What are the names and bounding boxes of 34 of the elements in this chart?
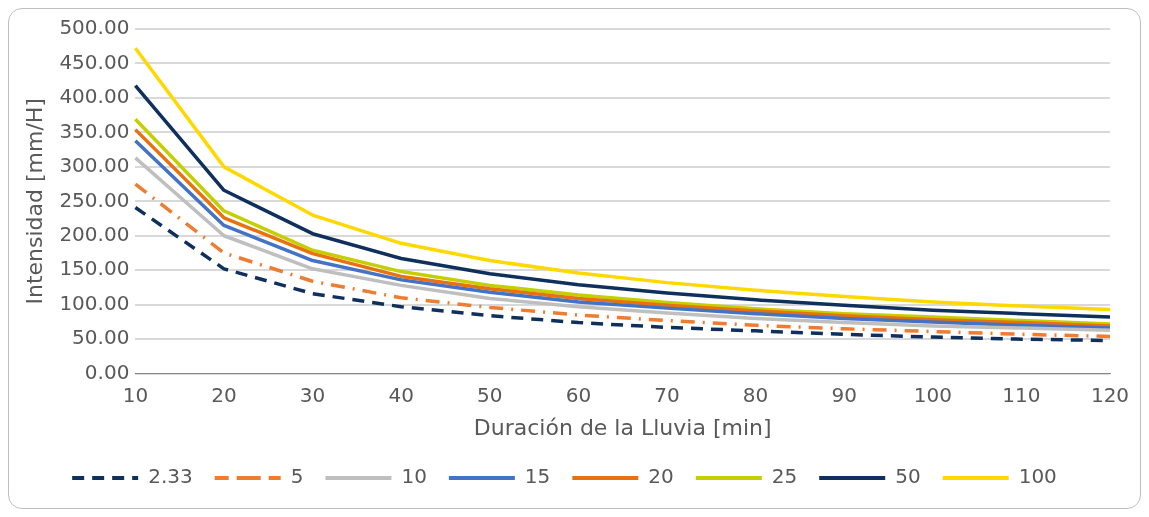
x-tick-label: 20 (211, 382, 237, 407)
legend-label: 25 (771, 464, 798, 489)
legend-label: 2.33 (148, 464, 193, 489)
x-axis-title: Duración de la Lluvia [min] (473, 414, 772, 440)
y-tick-label: 300.00 (59, 153, 130, 178)
legend-label: 15 (524, 464, 551, 489)
y-tick-label: 100.00 (59, 290, 130, 315)
y-tick-label: 150.00 (59, 256, 130, 281)
x-tick-label: 50 (477, 382, 503, 407)
y-tick-label: 0.00 (84, 359, 130, 384)
legend-label: 100 (1018, 464, 1057, 489)
x-tick-label: 100 (913, 382, 952, 407)
x-tick-label: 30 (299, 382, 326, 407)
x-tick-label: 40 (388, 382, 414, 407)
x-tick-label: 70 (654, 382, 680, 407)
line-series (133, 182, 1112, 339)
legend-label: 50 (895, 464, 921, 489)
y-tick-label: 450.00 (59, 49, 130, 74)
x-tick-label: 10 (122, 382, 149, 407)
x-tick-label: 120 (1090, 382, 1130, 407)
y-tick-label: 350.00 (59, 118, 130, 143)
y-tick-label: 200.00 (59, 221, 130, 246)
x-tick-label: 60 (565, 382, 592, 407)
legend-label: 10 (401, 464, 427, 489)
x-tick-label: 110 (1002, 382, 1041, 407)
y-axis-title: Intensidad [mm/H] (21, 98, 47, 305)
x-tick-label: 80 (742, 382, 769, 407)
y-tick-label: 250.00 (59, 187, 130, 212)
y-tick-label: 50.00 (72, 325, 130, 350)
x-tick-label: 90 (831, 382, 857, 407)
legend-label: 20 (648, 464, 674, 489)
y-tick-label: 400.00 (59, 84, 130, 109)
legend-label: 5 (290, 464, 304, 489)
y-tick-label: 500.00 (59, 15, 130, 40)
